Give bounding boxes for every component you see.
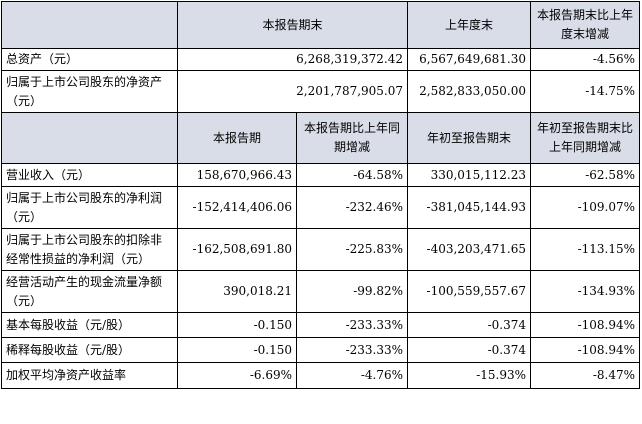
value-cell: 390,018.21 bbox=[177, 270, 297, 313]
value-cell: -403,203,471.65 bbox=[407, 228, 532, 271]
value-cell: -6.69% bbox=[177, 362, 297, 389]
value-cell: -100,559,557.67 bbox=[407, 270, 532, 313]
balance-header-row: 本报告期末 上年度末 本报告期末比上年度末增减 bbox=[1, 1, 641, 49]
value-cell: -15.93% bbox=[407, 362, 532, 389]
header-change-vs-same-period: 本报告期比上年同期增减 bbox=[295, 112, 409, 164]
value-cell: 158,670,966.43 bbox=[177, 163, 297, 187]
header-ytd-change: 年初至报告期末比上年同期增减 bbox=[530, 112, 641, 164]
value-cell: -0.374 bbox=[407, 312, 532, 338]
row-label: 归属于上市公司股东的净利润（元） bbox=[1, 186, 178, 229]
value-cell: -113.15% bbox=[530, 228, 641, 271]
value-cell: -99.82% bbox=[295, 270, 409, 313]
value-cell: -233.33% bbox=[295, 337, 409, 363]
table-row: 稀释每股收益（元/股） -0.150 -233.33% -0.374 -108.… bbox=[1, 337, 641, 363]
value-cell: -0.374 bbox=[407, 337, 532, 363]
value-cell: -14.75% bbox=[530, 70, 641, 113]
table-row: 总资产（元） 6,268,319,372.42 6,567,649,681.30… bbox=[1, 48, 641, 71]
table-row: 加权平均净资产收益率 -6.69% -4.76% -15.93% -8.47% bbox=[1, 362, 641, 389]
value-cell: -4.56% bbox=[530, 48, 641, 71]
table-row: 经营活动产生的现金流量净额（元） 390,018.21 -99.82% -100… bbox=[1, 270, 641, 313]
value-cell: -64.58% bbox=[295, 163, 409, 187]
value-cell: -225.83% bbox=[295, 228, 409, 271]
value-cell: 2,201,787,905.07 bbox=[176, 70, 409, 113]
row-label-total-assets: 总资产（元） bbox=[1, 48, 178, 71]
table-row: 归属于上市公司股东的扣除非经常性损益的净利润（元） -162,508,691.8… bbox=[1, 228, 641, 271]
value-cell: -381,045,144.93 bbox=[407, 186, 532, 229]
header-prior-year-end: 上年度末 bbox=[407, 1, 532, 49]
value-cell: 6,567,649,681.30 bbox=[407, 48, 532, 71]
value-cell: -152,414,406.06 bbox=[177, 186, 297, 229]
row-label: 加权平均净资产收益率 bbox=[1, 362, 178, 389]
table-row: 基本每股收益（元/股） -0.150 -233.33% -0.374 -108.… bbox=[1, 312, 641, 338]
value-cell: -108.94% bbox=[530, 312, 641, 338]
header-cell-blank bbox=[1, 112, 178, 164]
value-cell: -162,508,691.80 bbox=[177, 228, 297, 271]
table-row: 归属于上市公司股东的净资产（元） 2,201,787,905.07 2,582,… bbox=[1, 70, 641, 113]
value-cell: -232.46% bbox=[295, 186, 409, 229]
income-header-row: 本报告期 本报告期比上年同期增减 年初至报告期末 年初至报告期末比上年同期增减 bbox=[1, 112, 641, 164]
header-year-to-date: 年初至报告期末 bbox=[407, 112, 532, 164]
table-row: 归属于上市公司股东的净利润（元） -152,414,406.06 -232.46… bbox=[1, 186, 641, 229]
table-row: 营业收入（元） 158,670,966.43 -64.58% 330,015,1… bbox=[1, 163, 641, 187]
value-cell: -134.93% bbox=[530, 270, 641, 313]
header-period-end: 本报告期末 bbox=[176, 1, 409, 49]
value-cell: -4.76% bbox=[295, 362, 409, 389]
value-cell: -0.150 bbox=[177, 337, 297, 363]
row-label: 营业收入（元） bbox=[1, 163, 178, 187]
value-cell: 6,268,319,372.42 bbox=[176, 48, 409, 71]
row-label-net-assets: 归属于上市公司股东的净资产（元） bbox=[1, 70, 178, 113]
value-cell: 330,015,112.23 bbox=[407, 163, 532, 187]
header-cell-blank bbox=[1, 1, 178, 49]
value-cell: -62.58% bbox=[530, 163, 641, 187]
financial-summary-table: 本报告期末 上年度末 本报告期末比上年度末增减 总资产（元） 6,268,319… bbox=[1, 1, 641, 389]
header-change-vs-prior-year-end: 本报告期末比上年度末增减 bbox=[530, 1, 641, 49]
row-label: 归属于上市公司股东的扣除非经常性损益的净利润（元） bbox=[1, 228, 178, 271]
header-this-period: 本报告期 bbox=[177, 112, 297, 164]
value-cell: -109.07% bbox=[530, 186, 641, 229]
value-cell: 2,582,833,050.00 bbox=[407, 70, 532, 113]
value-cell: -0.150 bbox=[177, 312, 297, 338]
row-label: 经营活动产生的现金流量净额（元） bbox=[1, 270, 178, 313]
value-cell: -8.47% bbox=[530, 362, 641, 389]
row-label: 稀释每股收益（元/股） bbox=[1, 337, 178, 363]
value-cell: -108.94% bbox=[530, 337, 641, 363]
value-cell: -233.33% bbox=[295, 312, 409, 338]
row-label: 基本每股收益（元/股） bbox=[1, 312, 178, 338]
